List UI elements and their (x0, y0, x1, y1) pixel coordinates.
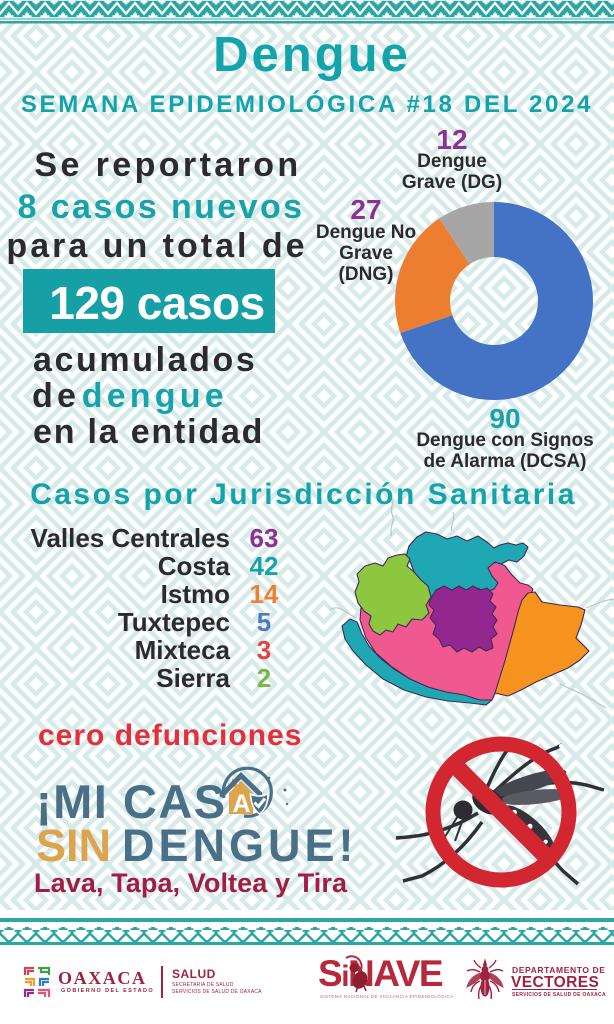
svg-text:A: A (232, 790, 250, 818)
